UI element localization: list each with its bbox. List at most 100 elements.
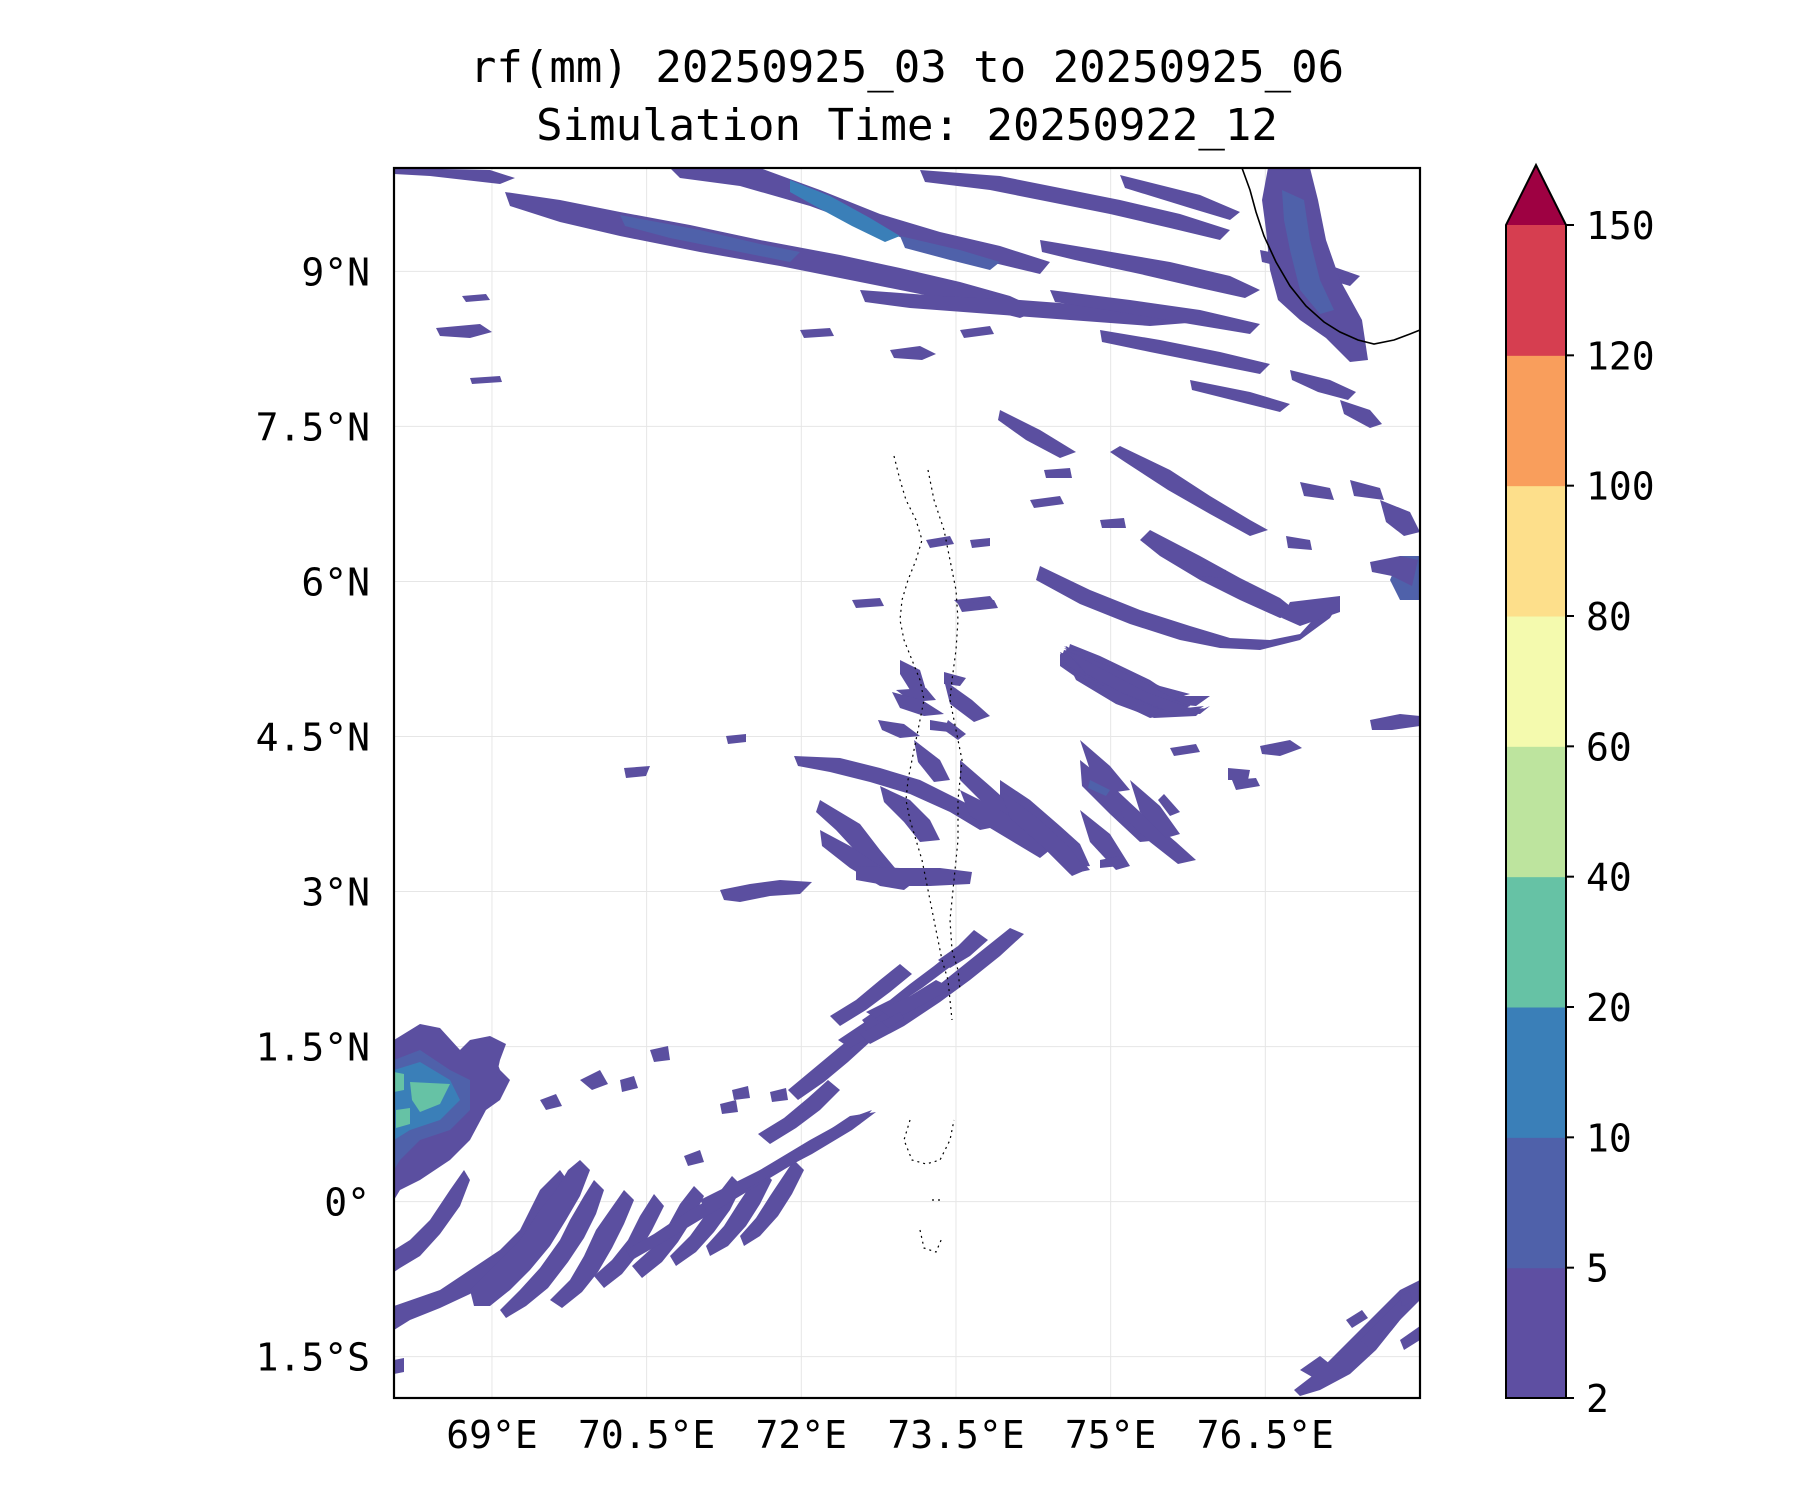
rain-band — [1110, 446, 1268, 536]
rain-band — [436, 324, 492, 338]
colorbar-level-label: 100 — [1586, 465, 1655, 509]
rain-band — [882, 1012, 904, 1028]
colorbar-segment — [1506, 485, 1566, 617]
rain-band — [394, 1358, 404, 1374]
colorbar-segment — [1506, 1267, 1566, 1399]
rain-band — [920, 170, 1230, 240]
rain-band — [1040, 240, 1260, 298]
colorbar-segment — [1506, 876, 1566, 1008]
rain-band — [394, 168, 515, 184]
colorbar-segment — [1506, 746, 1566, 878]
rain-band — [706, 1170, 772, 1256]
rain-band — [396, 1108, 410, 1128]
map-panel — [392, 166, 1422, 1400]
rain-band — [958, 600, 998, 612]
rain-band — [960, 790, 1050, 858]
rain-band — [394, 1170, 570, 1330]
rain-band — [830, 964, 912, 1026]
rain-band — [1190, 380, 1290, 412]
rain-band — [1346, 1310, 1368, 1328]
rain-band — [1260, 740, 1302, 756]
rain-band — [540, 1094, 562, 1110]
rain-band — [878, 720, 920, 738]
rain-band — [1100, 330, 1270, 374]
rain-band — [394, 1170, 470, 1272]
rain-band — [740, 1160, 804, 1246]
rain-band — [1120, 175, 1240, 220]
rain-band — [500, 1180, 604, 1318]
rain-band — [580, 1070, 608, 1090]
y-tick-label: 1.5°S — [256, 1336, 370, 1380]
rain-band — [1300, 1356, 1330, 1378]
x-tick-label: 76.5°E — [1197, 1413, 1334, 1457]
rain-band — [960, 326, 994, 338]
rain-band — [624, 766, 650, 778]
rain-band — [1286, 536, 1312, 550]
y-tick-label: 9°N — [301, 250, 370, 294]
rain-band — [1170, 744, 1200, 756]
rain-band — [470, 376, 502, 384]
colorbar-level-label: 80 — [1586, 595, 1632, 639]
rain-band — [726, 734, 746, 744]
colorbar-level-label: 5 — [1586, 1247, 1609, 1291]
rain-band — [1100, 518, 1126, 528]
rain-band — [938, 930, 988, 968]
colorbar-segment — [1506, 225, 1566, 356]
colorbar-level-label: 120 — [1586, 334, 1655, 378]
rain-band — [890, 346, 936, 360]
colorbar-level-label: 2 — [1586, 1377, 1609, 1421]
y-tick-label: 6°N — [301, 560, 370, 604]
rain-band — [1088, 780, 1110, 796]
rainfall-contours — [394, 168, 1420, 1396]
x-tick-label: 70.5°E — [578, 1413, 715, 1457]
colorbar-level-label: 10 — [1586, 1116, 1632, 1160]
rain-band — [1282, 190, 1334, 314]
y-tick-label: 3°N — [301, 871, 370, 915]
colorbar-level-label: 150 — [1586, 204, 1655, 248]
rain-band — [1064, 650, 1176, 704]
rain-band — [998, 410, 1076, 458]
colorbar-level-label: 60 — [1586, 725, 1632, 769]
rain-band — [880, 980, 952, 1020]
rain-band — [684, 1150, 704, 1166]
rain-band — [1232, 778, 1260, 790]
map-frame — [392, 166, 1422, 1400]
rain-band — [1360, 1300, 1408, 1350]
rain-band — [960, 760, 1020, 822]
rain-band — [892, 692, 944, 716]
colorbar-outline — [1505, 162, 1567, 1399]
rain-band — [1290, 370, 1356, 400]
colorbar-level-label: 20 — [1586, 986, 1632, 1030]
y-axis: 9°N 7.5°N 6°N 4.5°N 3°N 1.5°N 0° 1.5°S — [256, 250, 370, 1379]
rain-band — [1228, 768, 1250, 780]
colorbar-extend-triangle — [1506, 165, 1566, 225]
rain-band — [1350, 480, 1384, 500]
rain-band — [1370, 556, 1418, 586]
rain-band — [394, 1072, 404, 1092]
x-tick-label: 75°E — [1065, 1413, 1157, 1457]
colorbar: 2 5 10 20 40 60 80 100 120 150 — [1505, 162, 1655, 1421]
rain-band — [900, 660, 926, 690]
rain-band — [720, 880, 812, 902]
coastlines — [893, 167, 1421, 1253]
y-tick-label: 1.5°N — [256, 1026, 370, 1070]
india-coastline — [1241, 167, 1421, 345]
x-axis: 69°E 70.5°E 72°E 73.5°E 75°E 76.5°E — [446, 1413, 1334, 1457]
rain-band — [1282, 596, 1340, 626]
rain-band — [770, 1088, 788, 1102]
rain-band — [1036, 566, 1340, 650]
y-tick-label: 7.5°N — [256, 405, 370, 449]
rain-band — [816, 800, 900, 878]
y-tick-label: 0° — [324, 1181, 370, 1225]
rain-band — [1380, 500, 1420, 536]
colorbar-segment — [1506, 616, 1566, 747]
rain-band — [944, 680, 990, 722]
rain-band — [462, 294, 490, 302]
rain-band — [470, 1036, 506, 1060]
rain-band — [700, 1112, 876, 1210]
rain-band — [1044, 468, 1072, 478]
rain-band — [1130, 780, 1180, 838]
rain-band — [620, 1076, 638, 1092]
rain-band — [550, 1190, 634, 1308]
